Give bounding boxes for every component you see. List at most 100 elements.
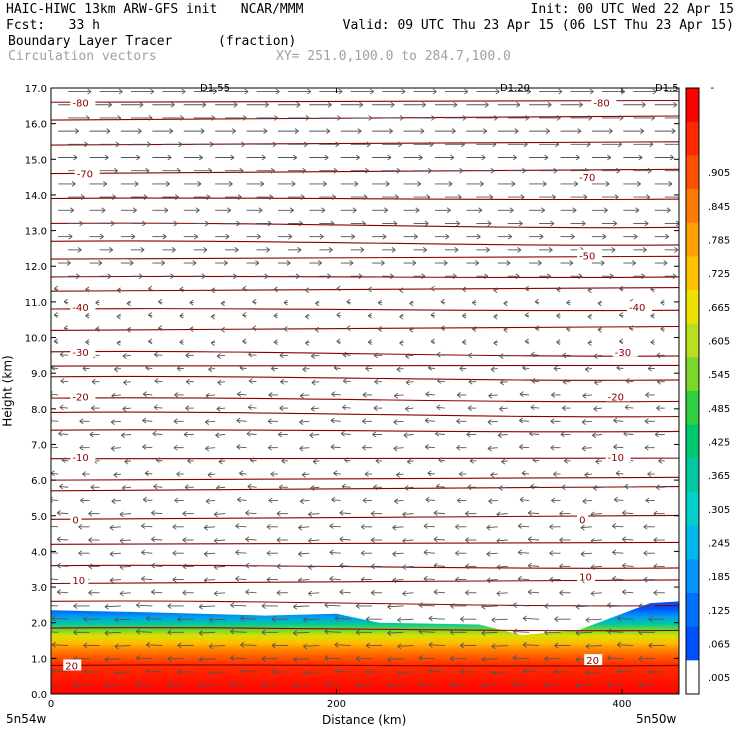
y-tick-label: 1.0 xyxy=(31,654,47,665)
vector-shaft xyxy=(49,500,58,501)
wind-vector xyxy=(487,578,498,583)
wind-vector xyxy=(42,603,58,608)
wind-vector xyxy=(529,155,548,160)
vector-head xyxy=(679,168,682,173)
wind-vector xyxy=(236,550,247,555)
wind-vector xyxy=(555,617,571,622)
wind-vector xyxy=(561,102,583,107)
wind-vector xyxy=(315,327,319,332)
wind-vector xyxy=(184,432,194,437)
wind-vector xyxy=(246,537,257,542)
wind-vector xyxy=(331,418,341,423)
wind-vector xyxy=(311,354,319,359)
wind-vector xyxy=(280,406,288,411)
wind-vector xyxy=(288,142,308,147)
wind-vector xyxy=(131,247,144,252)
wind-vector xyxy=(655,181,672,186)
wind-vector xyxy=(152,261,164,266)
wind-vector xyxy=(225,195,241,200)
wind-vector xyxy=(561,155,580,160)
wind-vector xyxy=(455,524,466,529)
wind-vector xyxy=(372,432,382,437)
wind-vector xyxy=(177,366,184,371)
wind-vector xyxy=(400,314,404,319)
wind-vector xyxy=(592,129,613,134)
wind-vector xyxy=(142,418,152,423)
wind-vector xyxy=(277,590,288,595)
wind-vector xyxy=(173,551,184,556)
wind-vector xyxy=(382,168,400,173)
x-axis-label: Distance (km) xyxy=(322,713,406,727)
y-tick-label: 14.0 xyxy=(25,191,47,202)
wind-vector xyxy=(148,312,152,317)
wind-vector xyxy=(152,234,166,239)
wind-vector xyxy=(90,181,107,186)
colorbar-swatch xyxy=(686,256,699,290)
vector-shaft xyxy=(231,605,247,606)
wind-vector xyxy=(184,261,196,266)
colorbar-swatch xyxy=(686,357,699,391)
wind-vector xyxy=(508,115,529,120)
wind-vector xyxy=(498,102,520,107)
wind-vector xyxy=(215,234,229,239)
wind-vector xyxy=(665,142,685,147)
wind-vector xyxy=(284,326,288,331)
wind-vector xyxy=(431,312,435,317)
wind-vector xyxy=(311,406,319,411)
wind-vector xyxy=(309,155,328,160)
wind-vector xyxy=(476,168,494,173)
y-tick-label: 7.0 xyxy=(31,440,47,451)
wind-vector xyxy=(368,340,372,345)
wind-vector xyxy=(152,102,174,107)
wind-vector xyxy=(467,432,477,437)
wind-vector xyxy=(466,261,478,266)
wind-vector xyxy=(236,524,247,529)
colorbar-label: .125 xyxy=(708,606,730,617)
isotherm-line xyxy=(51,412,679,417)
y-tick-label: 17.0 xyxy=(25,84,47,95)
wind-vector xyxy=(585,472,592,477)
y-tick-label: 16.0 xyxy=(25,120,47,131)
wind-vector xyxy=(215,261,227,266)
wind-vector xyxy=(300,446,310,451)
wind-vector xyxy=(236,576,247,581)
wind-vector xyxy=(211,340,215,345)
wind-vector xyxy=(330,524,341,529)
x-left-endpoint: 5n54w xyxy=(6,712,46,726)
wind-vector xyxy=(341,431,351,436)
wind-vector xyxy=(372,234,386,239)
wind-vector xyxy=(435,234,449,239)
wind-vector xyxy=(498,181,515,186)
wind-vector xyxy=(525,312,529,317)
wind-vector xyxy=(343,352,351,357)
wind-vector xyxy=(184,129,205,134)
wind-vector xyxy=(194,274,206,279)
wind-vector xyxy=(309,261,321,266)
wind-vector xyxy=(121,234,135,239)
wind-vector xyxy=(277,511,288,516)
wind-vector xyxy=(111,446,121,451)
wind-vector xyxy=(550,551,561,556)
wind-vector xyxy=(305,314,309,319)
wind-vector xyxy=(190,300,194,305)
colorbar-swatch xyxy=(686,458,699,492)
wind-vector xyxy=(394,446,404,451)
wind-vector xyxy=(476,247,489,252)
wind-vector xyxy=(535,326,539,331)
vector-shaft xyxy=(105,606,121,607)
wind-vector xyxy=(100,247,113,252)
wind-vector xyxy=(371,564,382,569)
wind-vector xyxy=(180,313,184,318)
wind-vector xyxy=(351,115,372,120)
wind-vector xyxy=(414,221,429,226)
wind-vector xyxy=(361,551,372,556)
wind-vector xyxy=(152,155,171,160)
wind-vector xyxy=(48,444,58,449)
wind-vector xyxy=(303,367,310,372)
wind-vector xyxy=(567,300,571,305)
wind-vector xyxy=(435,102,457,107)
wind-vector xyxy=(141,524,152,529)
wind-vector xyxy=(457,498,466,503)
wind-vector xyxy=(310,433,320,438)
wind-vector xyxy=(100,195,116,200)
